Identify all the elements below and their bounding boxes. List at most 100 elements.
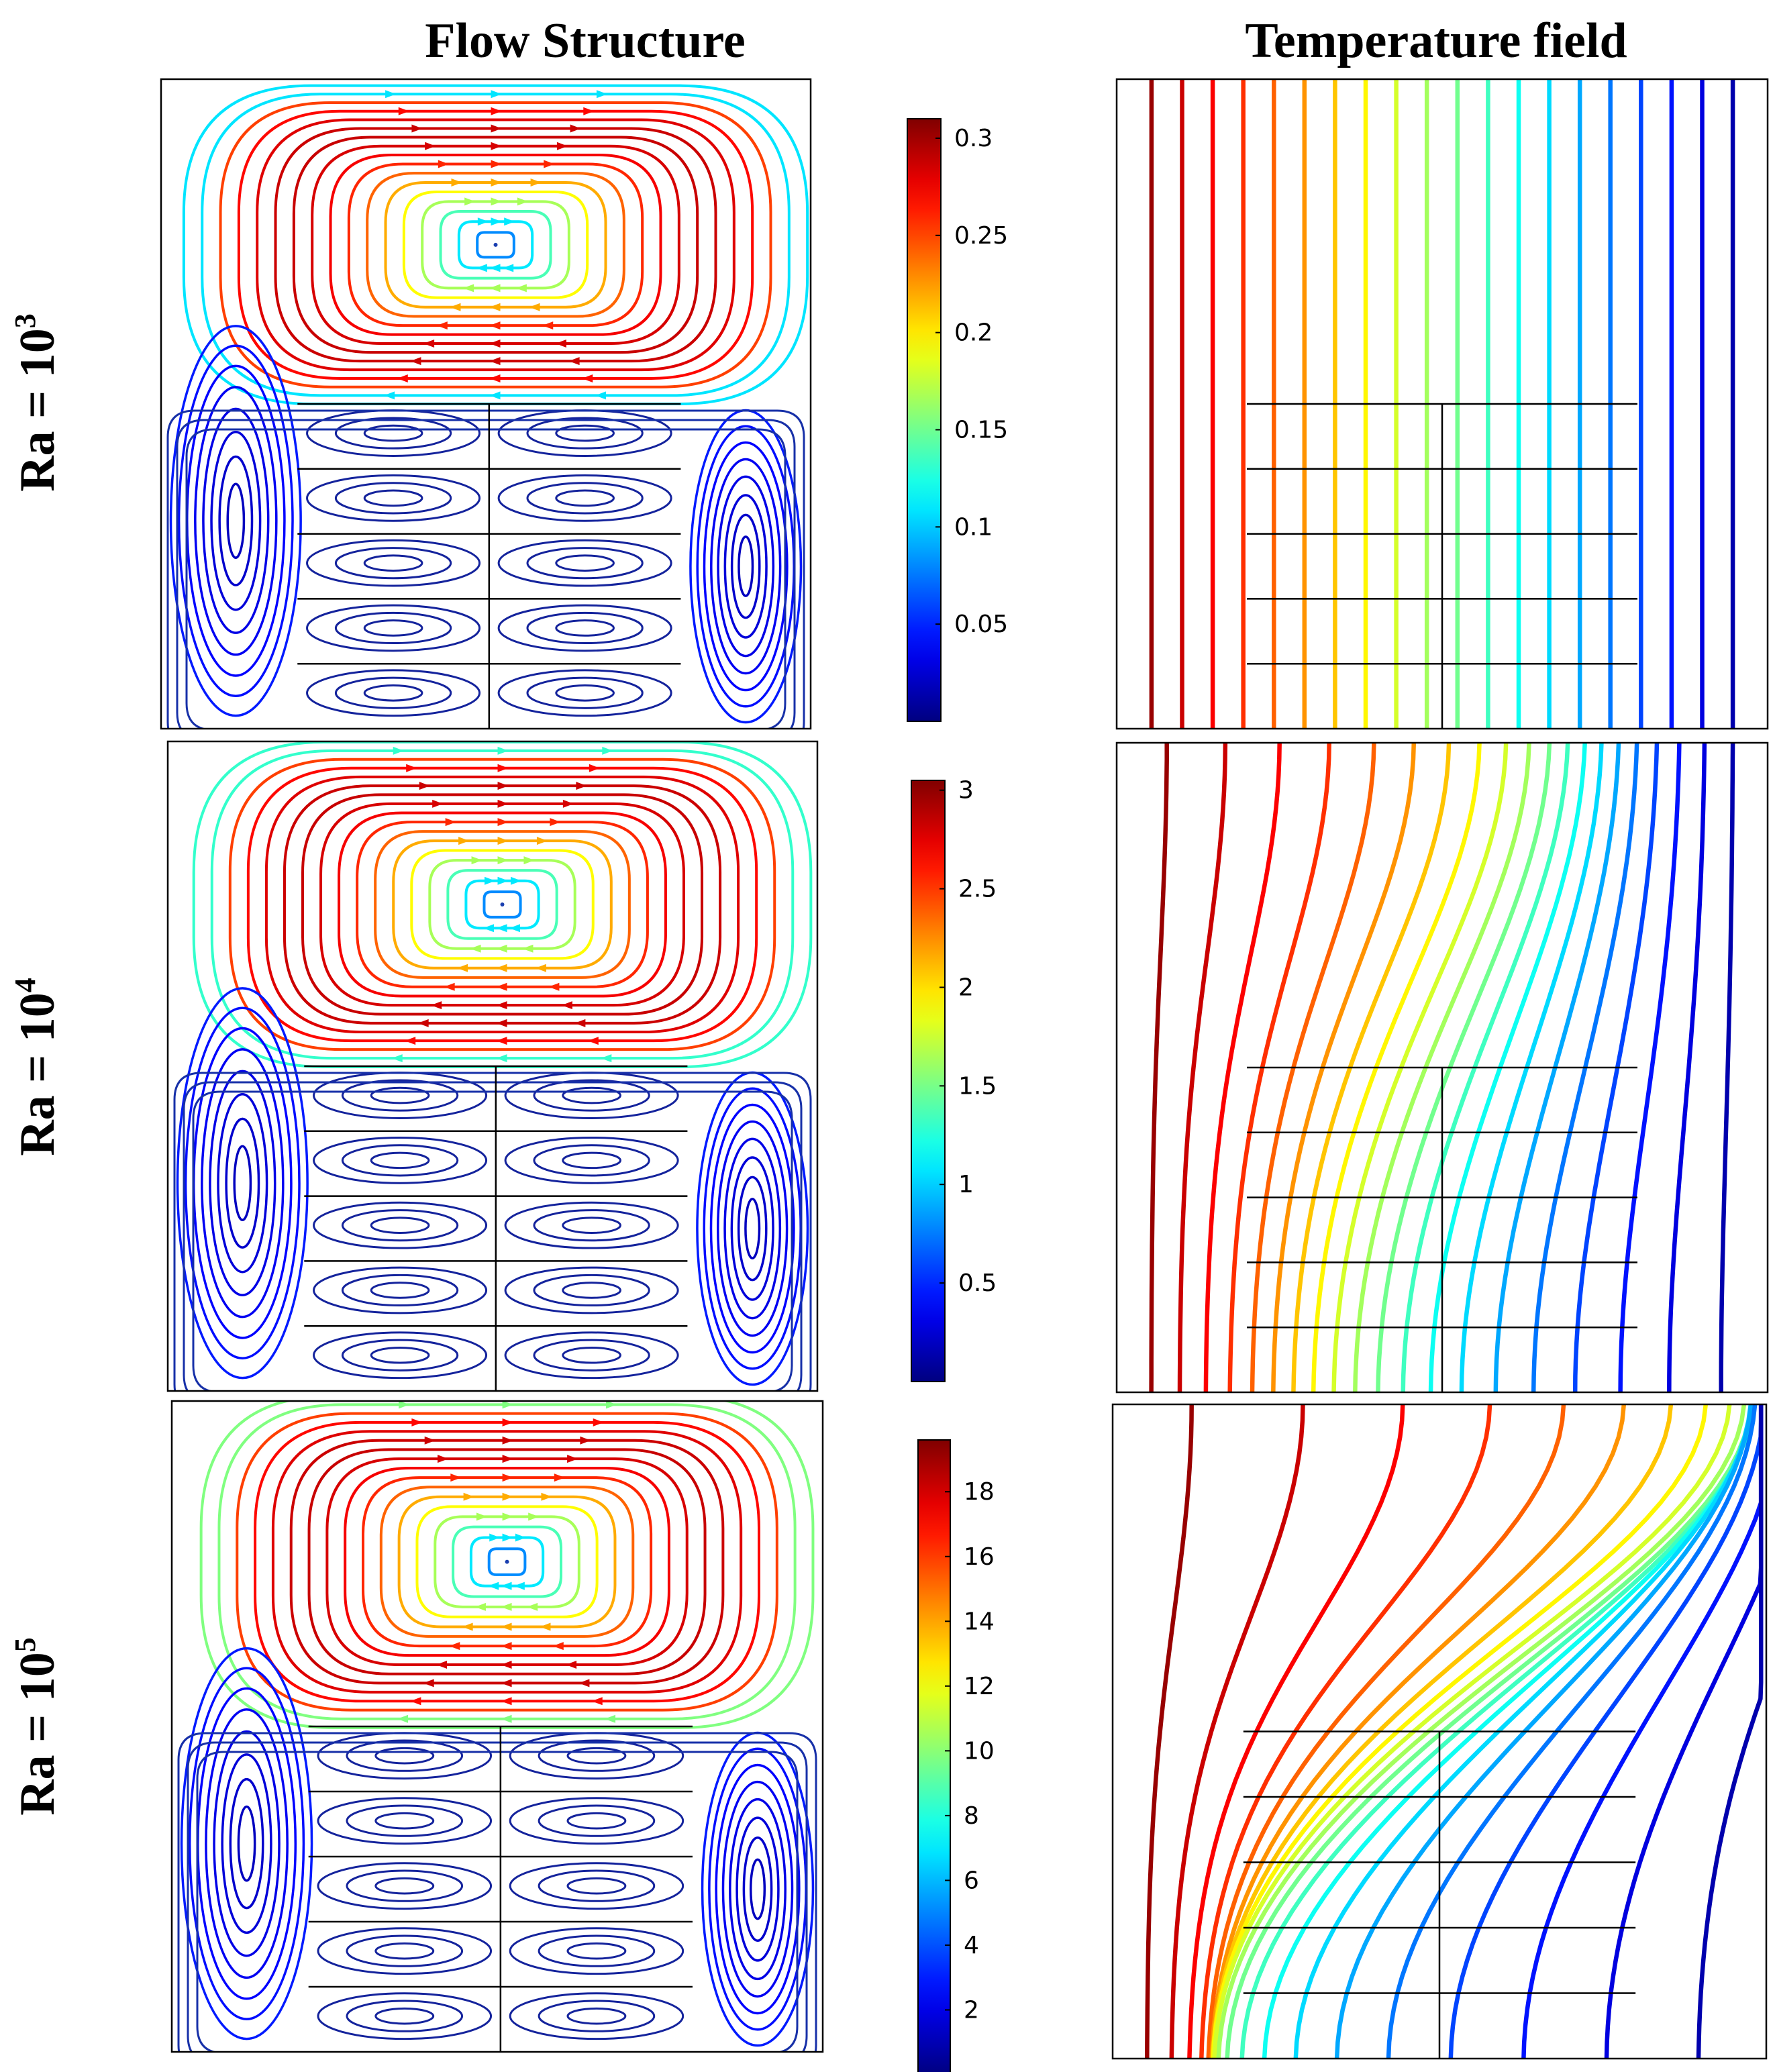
streamline xyxy=(446,869,558,940)
streamline xyxy=(710,458,782,675)
isotherm-line xyxy=(1696,1404,1764,2059)
streamline xyxy=(205,1708,289,1979)
flow-arrow xyxy=(541,1492,552,1501)
flow-arrow xyxy=(562,799,574,808)
flow-arrow xyxy=(398,107,409,115)
streamline xyxy=(317,1862,493,1910)
streamline xyxy=(192,1090,793,1391)
streamline xyxy=(219,101,772,389)
streamline xyxy=(306,604,481,652)
streamline xyxy=(504,1201,679,1249)
flow-arrow xyxy=(489,264,501,272)
streamline xyxy=(217,1403,797,1720)
streamline xyxy=(374,1812,435,1830)
flow-arrow xyxy=(601,1054,612,1063)
streamline xyxy=(176,419,796,729)
flow-arrow xyxy=(593,1418,604,1427)
streamline xyxy=(555,554,615,572)
streamline xyxy=(192,1027,293,1339)
flow-arrow xyxy=(432,799,444,808)
flow-arrow xyxy=(497,746,509,755)
streamline xyxy=(346,1934,464,1967)
streamline xyxy=(264,775,740,1034)
flow-arrow xyxy=(464,197,476,206)
flow-arrow xyxy=(410,357,421,366)
streamline xyxy=(562,1151,621,1170)
streamline xyxy=(210,431,262,611)
streamline xyxy=(338,811,667,998)
flow-structure-panels xyxy=(160,78,824,2053)
streamline xyxy=(363,684,423,702)
streamline xyxy=(709,1103,795,1354)
flow-arrow xyxy=(436,1661,448,1669)
flow-arrow xyxy=(570,124,581,133)
row-label-ra-4: Ra = 104 xyxy=(9,978,65,1156)
colorbar-tick-label: 1 xyxy=(958,1171,974,1198)
streamline xyxy=(504,1136,679,1184)
colorbar-tick-label: 0.5 xyxy=(958,1270,997,1297)
temperature-panel-1 xyxy=(1115,78,1769,730)
flow-arrow xyxy=(522,944,534,953)
flow-arrow xyxy=(497,782,509,790)
streamline xyxy=(723,1782,792,1997)
streamline xyxy=(457,220,534,270)
flow-arrow xyxy=(556,142,568,150)
flow-arrow xyxy=(517,197,528,206)
row-label-prefix: Ra = 10 xyxy=(10,992,65,1156)
flow-arrow xyxy=(497,876,509,885)
streamline xyxy=(723,494,768,639)
streamline xyxy=(313,1201,488,1249)
flow-arrow xyxy=(496,944,507,953)
streamline xyxy=(237,1805,256,1882)
streamline xyxy=(311,144,680,345)
flow-arrow xyxy=(497,837,509,845)
streamline xyxy=(334,482,452,515)
colorbar-tick-label: 1.5 xyxy=(958,1072,997,1100)
flow-arrow xyxy=(550,818,561,827)
flow-arrow xyxy=(496,1019,507,1027)
streamline xyxy=(325,1457,689,1667)
streamline xyxy=(439,210,552,280)
streamline xyxy=(292,136,699,354)
streamline xyxy=(562,1216,621,1234)
streamline xyxy=(497,539,672,587)
streamline xyxy=(555,619,615,637)
temperature-panel-border xyxy=(1115,741,1769,1394)
streamline xyxy=(313,1072,488,1119)
flow-arrow xyxy=(497,799,509,808)
flow-arrow xyxy=(552,1642,564,1651)
flow-arrow xyxy=(451,178,462,187)
flow-arrow xyxy=(501,1602,512,1611)
isotherm-line xyxy=(1667,743,1707,1392)
colorbar-tick-label: 6 xyxy=(964,1867,979,1894)
streamline xyxy=(533,1079,650,1112)
flow-arrow xyxy=(385,90,397,99)
flow-arrow xyxy=(463,284,474,293)
flow-panel-1 xyxy=(160,78,812,730)
streamline xyxy=(533,1274,650,1307)
streamline xyxy=(509,1797,684,1845)
streamline xyxy=(188,1667,305,2020)
colorbar-tick-label: 3 xyxy=(958,777,974,805)
flow-arrow xyxy=(496,1054,507,1063)
flow-arrow xyxy=(411,1418,423,1427)
flow-arrow xyxy=(587,1037,599,1045)
colorbar-tick-label: 0.15 xyxy=(954,416,1008,444)
streamline xyxy=(347,162,644,327)
streamline xyxy=(497,409,672,458)
flow-arrow xyxy=(397,1714,409,1723)
flow-arrow xyxy=(576,782,587,790)
streamline xyxy=(201,93,791,397)
streamline xyxy=(410,849,595,960)
flow-panel-3 xyxy=(170,1400,824,2053)
flow-arrow xyxy=(488,1582,499,1590)
streamline xyxy=(341,1079,459,1112)
streamline xyxy=(271,1430,743,1694)
flow-arrow xyxy=(523,856,535,865)
streamline xyxy=(346,1739,464,1772)
colorbar-gradient xyxy=(911,780,946,1382)
flow-arrow xyxy=(544,160,555,168)
flow-arrow xyxy=(489,391,501,400)
flow-arrow xyxy=(561,1001,572,1010)
